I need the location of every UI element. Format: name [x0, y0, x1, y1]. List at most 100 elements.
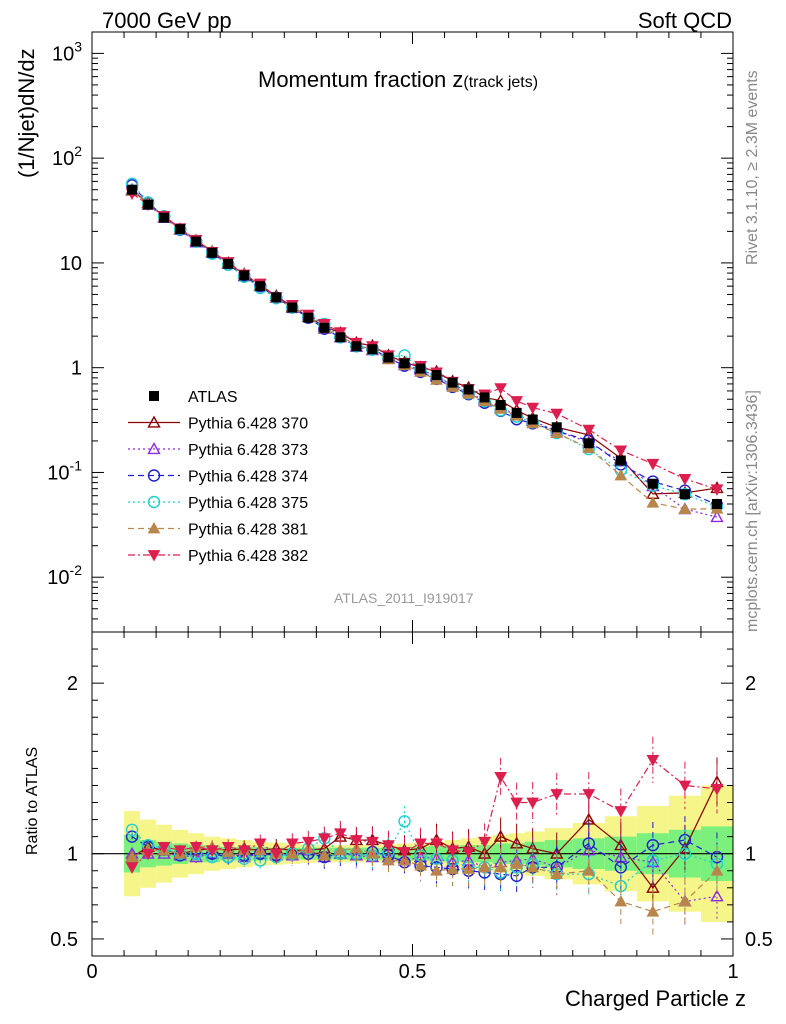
ratio-point: [446, 862, 459, 874]
data-point: [319, 322, 330, 333]
data-point: [431, 370, 442, 381]
x-tick-label: 1: [727, 961, 738, 983]
legend-marker: [149, 391, 159, 401]
ratio-tick-label: 2: [67, 673, 78, 695]
ratio-point: [478, 860, 491, 873]
data-point: [527, 414, 538, 425]
ratio-point: [382, 853, 395, 866]
ratio-point: [398, 815, 411, 828]
ratio-point: [398, 847, 411, 859]
y-tick-label: 1: [71, 358, 82, 380]
ratio-line: [131, 846, 718, 913]
ratio-point: [414, 859, 427, 871]
legend-marker: [147, 469, 161, 482]
analysis-id: ATLAS_2011_I919017: [334, 590, 474, 606]
ratio-point: [494, 860, 507, 873]
ratio-point: [125, 823, 139, 837]
data-point: [415, 363, 426, 374]
data-point: [255, 281, 266, 292]
ratio-point: [141, 848, 155, 861]
data-point: [495, 400, 506, 411]
ratio-point: [334, 828, 347, 840]
main-y-axis-ticks: 10-2 10-1 1 10 102 103: [47, 38, 733, 633]
series-point: [710, 510, 724, 523]
ratio-point: [510, 869, 523, 883]
data-point: [351, 341, 362, 352]
y-tick-label: 103: [52, 38, 82, 65]
legend-label: Pythia 6.428 370: [188, 416, 308, 433]
data-point: [711, 498, 722, 509]
plot-title-sub: (track jets): [463, 74, 539, 91]
ratio-tick-label-right: 1: [745, 844, 756, 866]
series-point: [550, 408, 564, 421]
ratio-point: [446, 845, 459, 857]
main-series-ATLAS: [127, 184, 722, 509]
ratio-point: [678, 894, 692, 907]
ratio-point: [494, 772, 507, 784]
ratio-point: [382, 840, 395, 852]
series-point: [646, 458, 660, 471]
data-point: [511, 407, 522, 418]
series-point: [678, 488, 692, 501]
ratio-point: [334, 843, 347, 856]
ratio-tick-label-right: 2: [745, 673, 756, 695]
ratio-point: [678, 847, 692, 860]
data-point: [303, 312, 314, 323]
data-point: [383, 352, 394, 363]
ratio-y-axis-ticks: 0.5 0.5 1 1 2 2: [50, 631, 773, 957]
ratio-point: [301, 836, 315, 849]
series-point: [646, 496, 660, 508]
series-point: [526, 402, 540, 415]
data-point: [583, 438, 594, 449]
legend-label: Pythia 6.428 381: [188, 522, 308, 539]
ratio-point: [710, 889, 724, 902]
ratio-point: [189, 841, 203, 854]
main-series-375: [125, 177, 724, 514]
ratio-point: [414, 838, 427, 850]
ratio-point: [493, 829, 508, 842]
legend-marker: [147, 495, 161, 509]
legend-marker: [147, 550, 161, 562]
data-point: [615, 455, 626, 466]
ratio-point: [189, 850, 203, 863]
ratio-point: [614, 806, 628, 818]
ratio-point: [526, 860, 540, 873]
ratio-point: [318, 833, 331, 845]
series-point: [614, 468, 628, 481]
ratio-point: [350, 835, 363, 847]
process-header: Soft QCD: [637, 8, 732, 33]
ratio-point: [318, 848, 331, 861]
ratio-point: [614, 894, 628, 907]
legend-label: ATLAS: [188, 389, 238, 406]
data-point: [223, 258, 234, 269]
ratio-point: [430, 864, 443, 876]
data-point: [143, 199, 154, 210]
data-point: [367, 344, 378, 355]
legend-marker: [147, 415, 161, 428]
x-tick-label: 0: [86, 961, 97, 983]
data-point: [175, 224, 186, 235]
ratio-point: [614, 861, 628, 874]
series-point: [582, 424, 596, 437]
ratio-point: [157, 841, 171, 854]
y-tick-label: 10-1: [47, 457, 82, 484]
data-point: [447, 377, 458, 388]
data-point: [271, 292, 282, 303]
x-tick-label: 0.5: [399, 961, 427, 983]
ratio-tick-label-right: 0.5: [745, 929, 773, 951]
legend-label: Pythia 6.428 374: [188, 469, 308, 486]
ratio-point: [269, 848, 283, 861]
ratio-series-382: [125, 736, 724, 874]
data-point: [239, 270, 250, 281]
ratio-point: [582, 864, 596, 876]
series-point: [494, 383, 507, 395]
legend-marker: [147, 521, 161, 534]
ratio-point: [510, 797, 524, 810]
x-axis-ticks: 0 0.5 1: [86, 32, 739, 983]
ratio-point: [710, 864, 724, 876]
ratio-point: [550, 789, 564, 801]
data-point: [335, 332, 346, 343]
series-point: [710, 484, 724, 496]
data-point: [207, 247, 218, 258]
